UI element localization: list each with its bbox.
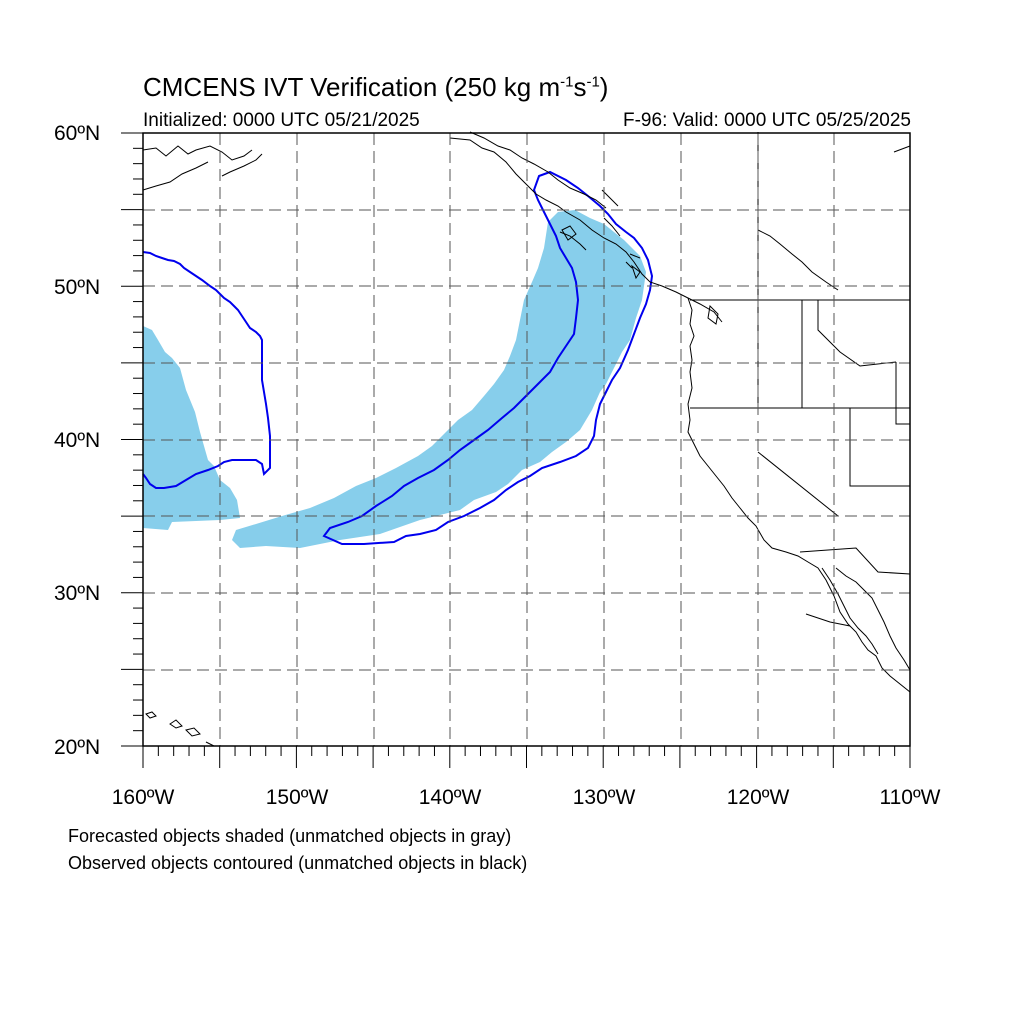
lon-label-130w: 130ºW	[572, 786, 636, 809]
valid-time-label: F-96: Valid: 0000 UTC 05/25/2025	[623, 110, 911, 131]
hawaii	[145, 711, 215, 747]
observed-contour-main	[322, 170, 654, 545]
coastlines	[142, 131, 911, 747]
state-boundaries	[690, 132, 911, 627]
figure-title: CMCENS IVT Verification (250 kg m-1s-1)	[143, 72, 609, 102]
canada-interior	[601, 145, 911, 291]
initialized-label: Initialized: 0000 UTC 05/21/2025	[143, 110, 420, 131]
forecast-objects	[143, 210, 646, 548]
lon-label-150w: 150ºW	[265, 786, 329, 809]
lat-label-40n: 40ºN	[54, 429, 101, 452]
west-coast	[687, 297, 911, 693]
lon-label-140w: 140ºW	[418, 786, 482, 809]
lon-label-160w: 160ºW	[111, 786, 175, 809]
alaska-panhandle	[469, 131, 641, 269]
lat-label-60n: 60ºN	[54, 122, 101, 145]
bc-islands	[561, 225, 719, 325]
legend-note-observed: Observed objects contoured (unmatched ob…	[68, 853, 528, 873]
lat-label-30n: 30ºN	[54, 582, 101, 605]
lat-label-20n: 20ºN	[54, 736, 101, 759]
legend-note-forecast: Forecasted objects shaded (unmatched obj…	[68, 826, 512, 846]
forecast-object-west	[143, 326, 240, 530]
observed-contours	[142, 170, 654, 545]
lat-label-50n: 50ºN	[54, 276, 101, 299]
grid-lines	[143, 133, 910, 746]
baja-california	[821, 567, 911, 671]
forecast-object-main	[232, 210, 646, 548]
observed-contour-west	[142, 251, 271, 489]
lon-label-120w: 120ºW	[726, 786, 790, 809]
lon-label-110w: 110ºW	[879, 786, 941, 809]
alaska-coast	[142, 137, 723, 323]
axis-ticks	[121, 132, 911, 768]
